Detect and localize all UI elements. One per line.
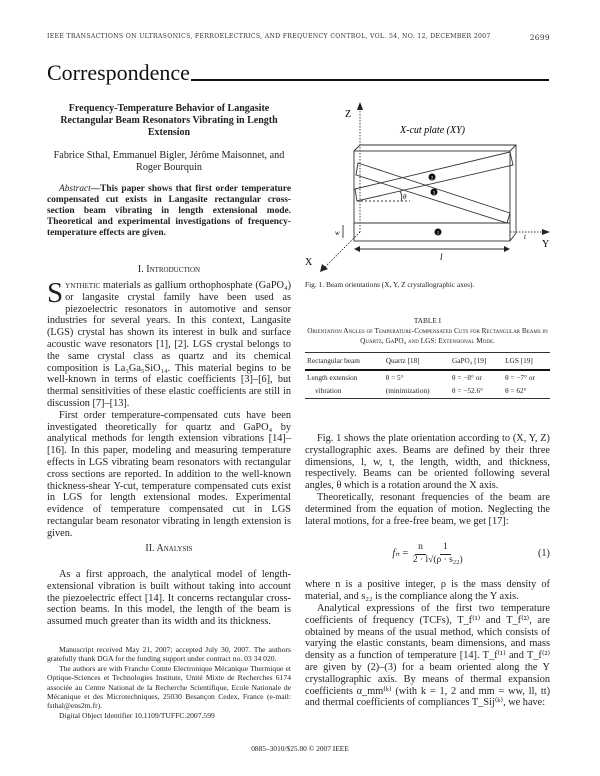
plate-front — [353, 150, 511, 242]
abstract-label: Abstract — [59, 184, 91, 194]
z-axis-label: Z — [345, 109, 351, 120]
paragraph: Analytical expressions of the first two … — [305, 602, 550, 709]
analysis-heading: II. Analysis — [145, 543, 193, 554]
beam-3-label: 3 — [433, 192, 436, 197]
title-rule — [191, 79, 549, 81]
analysis-paragraph: As a first approach, the analytical mode… — [47, 569, 291, 628]
paragraph: Fig. 1 shows the plate orientation accor… — [305, 433, 550, 492]
beam-1-marker — [434, 228, 442, 236]
intro-paragraph-2: First order temperature-compensated cuts… — [47, 409, 291, 539]
thickness-label: t — [524, 233, 527, 241]
table-number: TABLE I — [413, 316, 442, 325]
theta-label: θ — [403, 193, 407, 201]
paper-authors: Fabrice Sthal, Emmanuel Bigler, Jérôme M… — [53, 150, 285, 173]
theta-arc — [399, 190, 403, 202]
footnotes: Manuscript received May 21, 2007; accept… — [47, 645, 291, 720]
section-title: Correspondence — [47, 60, 190, 85]
x-arrow-icon — [320, 264, 328, 272]
paper-title: Frequency-Temperature Behavior of Langas… — [60, 103, 278, 138]
length-label: l — [440, 252, 443, 262]
width-label: w — [335, 229, 340, 237]
beam-3-marker — [430, 188, 438, 196]
journal-name: IEEE Transactions on Ultrasonics, Ferroe… — [47, 33, 491, 40]
running-header: IEEE Transactions on Ultrasonics, Ferroe… — [47, 33, 550, 42]
table-1: TABLE I Orientation Angles of Temperatur… — [305, 316, 550, 399]
y-arrow-icon — [542, 229, 550, 235]
intro-heading: I. Introduction — [137, 264, 201, 275]
orientation-table: Rectangular beam Quartz [18] GaPO₄ [19] LGS… — [305, 351, 550, 399]
drop-cap: S — [47, 277, 64, 309]
paragraph: Theoretically, resonant frequencies of t… — [305, 491, 550, 527]
beam-2 — [354, 151, 514, 202]
paragraph: where n is a positive integer, ρ is the … — [305, 579, 550, 603]
equation-number: (1) — [537, 548, 550, 560]
beam-1-label: 1 — [437, 232, 440, 237]
plate-label: X-cut plate (XY) — [399, 125, 466, 136]
beam-2-label: 2 — [431, 177, 434, 182]
copyright-footer: 0885–3010/$25.00 © 2007 IEEE — [251, 744, 349, 753]
table-row: Length extension θ = 5° θ = −8° or θ = −7° … — [307, 372, 535, 382]
table-title: Orientation Angles of Temperature-Compen… — [307, 326, 548, 345]
y-axis-label: Y — [542, 239, 549, 250]
abstract: Abstract—This paper shows that first ord… — [47, 184, 291, 238]
right-body: Fig. 1 shows the plate orientation accor… — [305, 433, 550, 709]
beam-2-marker — [428, 173, 436, 181]
beam-3 — [355, 162, 511, 224]
x-axis-label: X — [305, 257, 313, 268]
table-row: vibration (minimization) θ = −52.6° θ = 62° — [305, 384, 550, 399]
page-number: 2699 — [529, 33, 550, 42]
figure-caption: Fig. 1. Beam orientations (X, Y, Z cryst… — [305, 280, 475, 289]
z-arrow-icon — [357, 102, 363, 110]
beam-orientation-figure: 1 2 3 X-cut plate (XY) Z X Y l w t θ — [305, 102, 550, 272]
